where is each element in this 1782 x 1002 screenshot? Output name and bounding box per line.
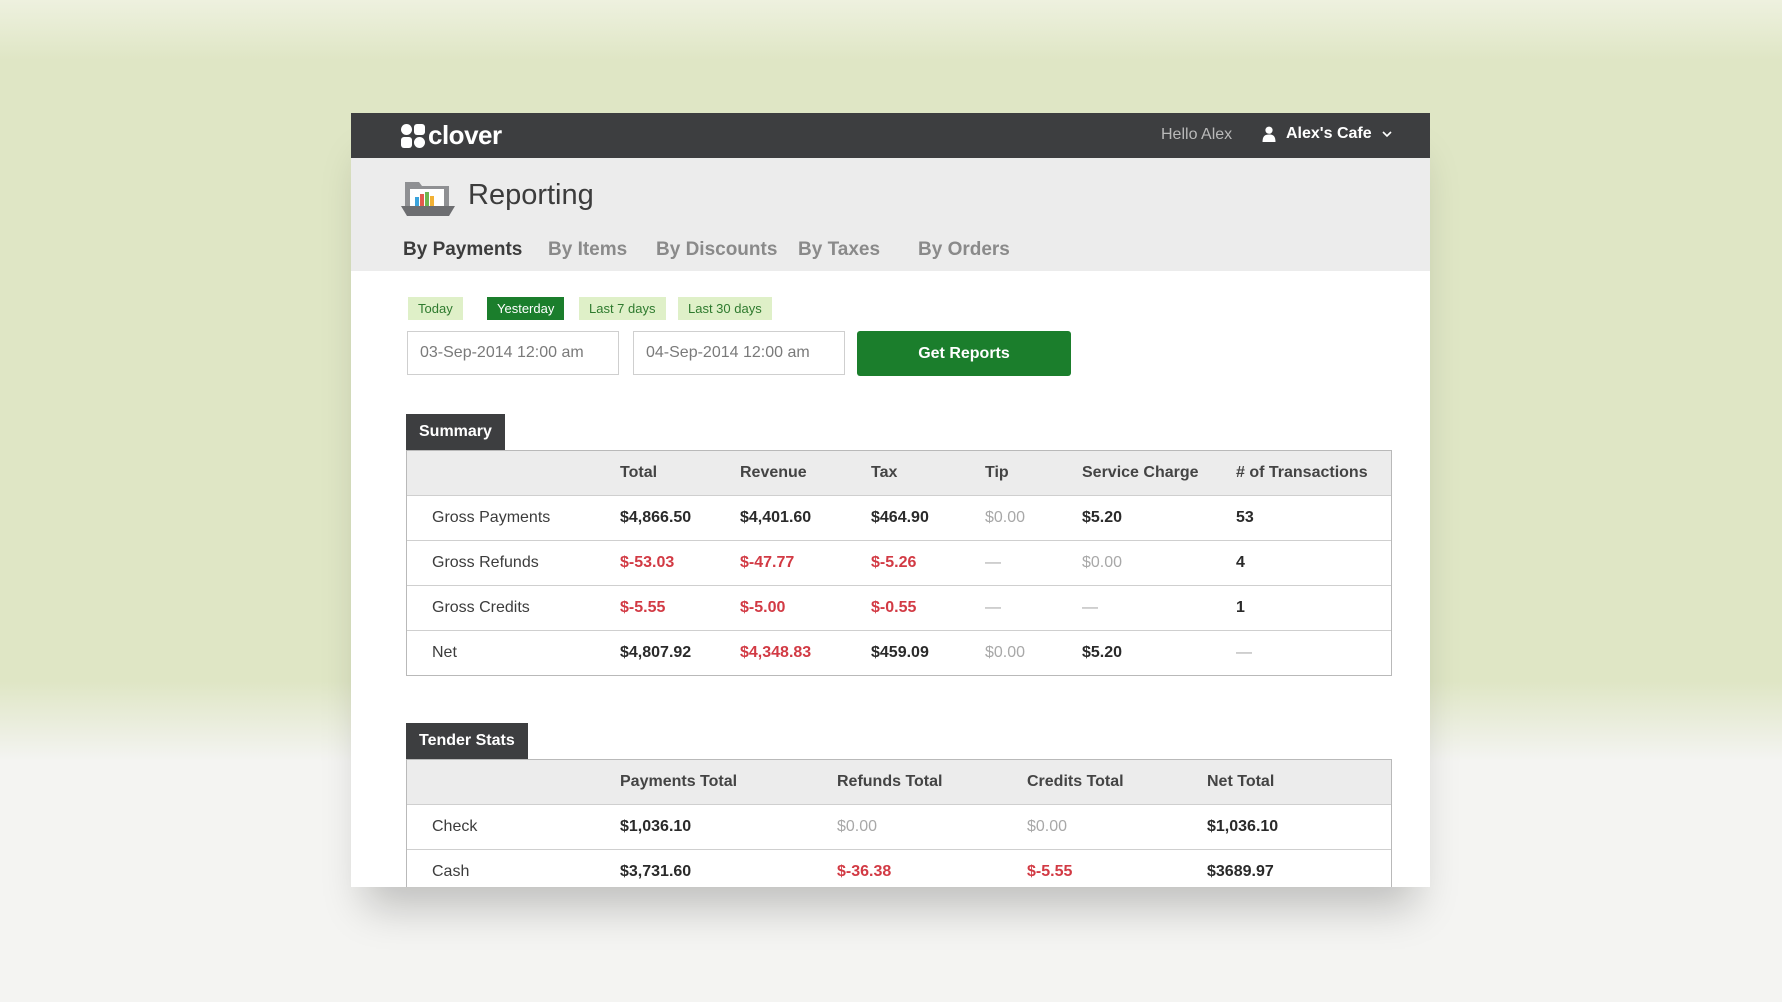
tender-stats-table: Payments Total Refunds Total Credits Tot… — [406, 759, 1392, 887]
column-header: Tax — [871, 464, 898, 481]
row-label: Gross Credits — [432, 599, 530, 616]
range-today-button[interactable]: Today — [408, 297, 463, 320]
table-row: Check $1,036.10 $0.00 $0.00 $1,036.10 — [407, 804, 1391, 849]
payments-total-cell: $3,731.60 — [620, 863, 692, 880]
transactions-cell: 4 — [1236, 554, 1245, 571]
tax-cell: $-5.26 — [871, 554, 917, 571]
account-menu[interactable]: Alex's Cafe — [1262, 125, 1402, 143]
summary-heading: Summary — [406, 414, 505, 450]
tab-by-items[interactable]: By Items — [548, 239, 628, 260]
reporting-icon — [401, 182, 455, 216]
tip-cell: $0.00 — [985, 644, 1026, 661]
net-total-cell: $1,036.10 — [1207, 818, 1279, 835]
table-row: Net $4,807.92 $4,348.83 $459.09 $0.00 $5… — [407, 630, 1391, 675]
tip-cell: — — [985, 554, 1001, 571]
greeting-text: Hello Alex — [1161, 126, 1233, 143]
end-date-field[interactable] — [633, 331, 845, 375]
clover-reporting-window: clover Hello Alex Alex's Cafe Reporting — [351, 113, 1430, 887]
service-charge-cell: $5.20 — [1082, 509, 1123, 526]
column-header: Service Charge — [1082, 464, 1199, 481]
page-title: Reporting — [468, 179, 594, 211]
total-cell: $-5.55 — [620, 599, 666, 616]
tab-by-taxes[interactable]: By Taxes — [798, 239, 881, 260]
table-row: Gross Credits $-5.55 $-5.00 $-0.55 — — 1 — [407, 585, 1391, 630]
row-label: Cash — [432, 863, 470, 880]
transactions-cell: 1 — [1236, 599, 1245, 616]
tab-by-payments[interactable]: By Payments — [403, 239, 523, 260]
revenue-cell: $-47.77 — [740, 554, 795, 571]
start-date-field[interactable] — [407, 331, 619, 375]
row-label: Gross Payments — [432, 509, 551, 526]
account-name: Alex's Cafe — [1286, 125, 1372, 142]
chevron-down-icon — [1382, 131, 1392, 138]
column-header: Credits Total — [1027, 773, 1124, 790]
column-header: Total — [620, 464, 658, 481]
summary-table: Total Revenue Tax Tip Service Charge # o… — [406, 450, 1392, 676]
refunds-total-cell: $0.00 — [837, 818, 878, 835]
tab-by-discounts[interactable]: By Discounts — [656, 239, 778, 260]
clover-logo-icon — [401, 123, 425, 148]
service-charge-cell: — — [1082, 599, 1098, 616]
tender-stats-heading: Tender Stats — [406, 723, 528, 759]
credits-total-cell: $0.00 — [1027, 818, 1068, 835]
column-header: Revenue — [740, 464, 807, 481]
range-last-30-days-button[interactable]: Last 30 days — [678, 297, 772, 320]
tax-cell: $-0.55 — [871, 599, 917, 616]
logo-wordmark: clover — [428, 120, 502, 150]
service-charge-cell: $0.00 — [1082, 554, 1123, 571]
range-yesterday-button[interactable]: Yesterday — [487, 297, 565, 320]
payments-total-cell: $1,036.10 — [620, 818, 692, 835]
transactions-cell: — — [1236, 644, 1252, 661]
tab-by-orders[interactable]: By Orders — [918, 239, 1010, 260]
table-row: Gross Payments $4,866.50 $4,401.60 $464.… — [407, 495, 1391, 540]
top-bar: clover Hello Alex Alex's Cafe — [351, 113, 1430, 158]
revenue-cell: $-5.00 — [740, 599, 786, 616]
credits-total-cell: $-5.55 — [1027, 863, 1073, 880]
clover-logo[interactable]: clover — [400, 120, 502, 150]
tax-cell: $464.90 — [871, 509, 929, 526]
revenue-cell: $4,401.60 — [740, 509, 812, 526]
table-row: Cash $3,731.60 $-36.38 $-5.55 $3689.97 — [407, 849, 1391, 887]
column-header: Payments Total — [620, 773, 738, 790]
total-cell: $-53.03 — [620, 554, 675, 571]
total-cell: $4,866.50 — [620, 509, 692, 526]
net-total-cell: $3689.97 — [1207, 863, 1274, 880]
get-reports-button[interactable]: Get Reports — [857, 331, 1071, 376]
column-header: Refunds Total — [837, 773, 943, 790]
range-last-7-days-button[interactable]: Last 7 days — [579, 297, 666, 320]
column-header: # of Transactions — [1236, 464, 1368, 481]
table-row: Gross Refunds $-53.03 $-47.77 $-5.26 — $… — [407, 540, 1391, 585]
table-header-row: Total Revenue Tax Tip Service Charge # o… — [407, 451, 1391, 495]
refunds-total-cell: $-36.38 — [837, 863, 892, 880]
column-header: Tip — [985, 464, 1009, 481]
total-cell: $4,807.92 — [620, 644, 692, 661]
user-icon — [1262, 126, 1276, 142]
tip-cell: — — [985, 599, 1001, 616]
revenue-cell: $4,348.83 — [740, 644, 812, 661]
column-header: Net Total — [1207, 773, 1275, 790]
row-label: Net — [432, 644, 457, 661]
reporting-header: Reporting By Payments By Items By Discou… — [351, 158, 1430, 271]
tip-cell: $0.00 — [985, 509, 1026, 526]
transactions-cell: 53 — [1236, 509, 1254, 526]
service-charge-cell: $5.20 — [1082, 644, 1123, 661]
row-label: Check — [432, 818, 478, 835]
table-header-row: Payments Total Refunds Total Credits Tot… — [407, 760, 1391, 804]
row-label: Gross Refunds — [432, 554, 539, 571]
tax-cell: $459.09 — [871, 644, 929, 661]
